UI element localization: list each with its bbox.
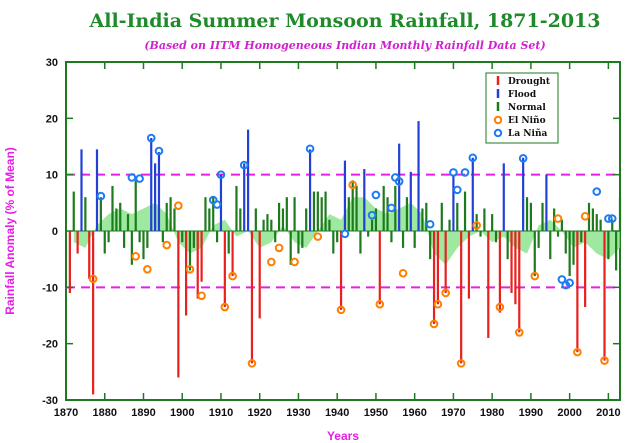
x-tick-label: 1900 [170, 407, 194, 419]
la-nina-marker [387, 203, 396, 213]
x-tick-label: 1960 [402, 407, 426, 419]
la-nina-marker [592, 187, 602, 196]
chart-subtitle: (Based on IITM Homogeneous Indian Monthl… [144, 39, 545, 52]
legend-normal-label: Normal [508, 103, 546, 113]
la-nina-marker [146, 133, 156, 143]
la-nina-marker [557, 275, 567, 284]
la-nina-marker [305, 144, 315, 154]
x-tick-label: 1940 [325, 407, 349, 419]
el-nino-marker [530, 271, 540, 281]
el-nino-marker [162, 240, 172, 250]
el-nino-marker [247, 359, 257, 368]
el-nino-marker [274, 243, 284, 253]
el-nino-marker [456, 359, 466, 368]
x-tick-label: 1870 [54, 407, 78, 419]
la-nina-marker [154, 146, 164, 156]
el-nino-marker [143, 265, 152, 274]
la-nina-marker [135, 174, 144, 183]
el-nino-marker [433, 299, 443, 309]
enso-markers [88, 133, 617, 368]
el-nino-marker [336, 305, 346, 315]
el-nino-marker [514, 328, 524, 337]
el-nino-marker [88, 274, 98, 284]
el-nino-marker [495, 302, 505, 312]
el-nino-marker [600, 356, 609, 365]
y-tick-label: 10 [46, 170, 58, 182]
legend-la-nina-label: La Niña [508, 128, 547, 139]
x-tick-label: 1970 [441, 407, 465, 419]
el-nino-marker [267, 257, 276, 267]
el-nino-marker [441, 288, 450, 298]
el-nino-marker [348, 180, 357, 190]
y-tick-label: 20 [46, 113, 58, 125]
el-nino-marker [290, 257, 299, 267]
el-nino-marker [131, 252, 141, 261]
la-nina-marker [452, 185, 462, 195]
el-nino-marker [429, 319, 439, 329]
x-tick-label: 1950 [364, 407, 388, 419]
legend: Drought Flood Normal El Niño La Niña [485, 72, 559, 144]
la-nina-marker [216, 170, 226, 179]
el-nino-marker [375, 299, 385, 309]
la-nina-marker [367, 210, 377, 220]
y-tick-label: -10 [42, 282, 58, 294]
el-nino-marker [472, 221, 481, 230]
la-nina-marker [565, 278, 574, 288]
la-nina-marker [604, 214, 613, 223]
y-axis-label: Rainfall Anomaly (% of Mean) [3, 147, 17, 315]
el-nino-marker [398, 268, 408, 278]
la-nina-marker [460, 168, 470, 177]
x-tick-label: 1890 [131, 407, 155, 419]
chart-title: All-India Summer Monsoon Rainfall, 1871-… [88, 10, 600, 32]
x-tick-label: 2010 [596, 407, 620, 419]
x-tick-label: 1990 [519, 407, 543, 419]
la-nina-marker [468, 153, 478, 163]
x-tick-label: 1920 [247, 407, 271, 419]
x-tick-label: 1880 [92, 407, 116, 419]
la-nina-marker [518, 154, 528, 163]
la-nina-marker [340, 229, 350, 239]
x-tick-label: 1930 [286, 407, 310, 419]
el-nino-marker [174, 201, 183, 210]
el-nino-marker [553, 214, 563, 223]
el-nino-marker [185, 265, 195, 274]
x-tick-label: 1980 [480, 407, 504, 419]
la-nina-marker [449, 168, 458, 177]
y-tick-label: 0 [52, 226, 58, 238]
la-nina-marker [239, 160, 249, 170]
legend-flood-label: Flood [508, 90, 537, 100]
el-nino-marker [220, 302, 230, 312]
legend-el-nino-label: El Niño [508, 115, 546, 126]
el-nino-marker [573, 347, 582, 357]
legend-la-nina-swatch [493, 128, 503, 138]
el-nino-marker [197, 291, 206, 301]
la-nina-marker [127, 173, 137, 182]
la-nina-marker [425, 219, 435, 229]
legend-drought-label: Drought [508, 77, 551, 87]
la-nina-marker [607, 214, 617, 223]
legend-el-nino-swatch [493, 115, 503, 125]
x-axis-label: Years [327, 429, 359, 443]
la-nina-marker [394, 177, 404, 186]
x-tick-label: 2000 [557, 407, 581, 419]
la-nina-marker [371, 190, 381, 200]
y-tick-label: -30 [42, 395, 58, 407]
y-tick-label: -20 [42, 339, 58, 351]
la-nina-marker [96, 191, 106, 201]
axis-ticks: 1870 1880 1890 1900 1910 1920 1930 1940 1950 1960… [42, 57, 621, 419]
x-tick-label: 1910 [209, 407, 233, 419]
y-tick-label: 30 [46, 57, 58, 69]
el-nino-marker [580, 212, 590, 221]
el-nino-marker [228, 271, 237, 281]
la-nina-marker [212, 200, 222, 209]
el-nino-marker [313, 232, 323, 241]
